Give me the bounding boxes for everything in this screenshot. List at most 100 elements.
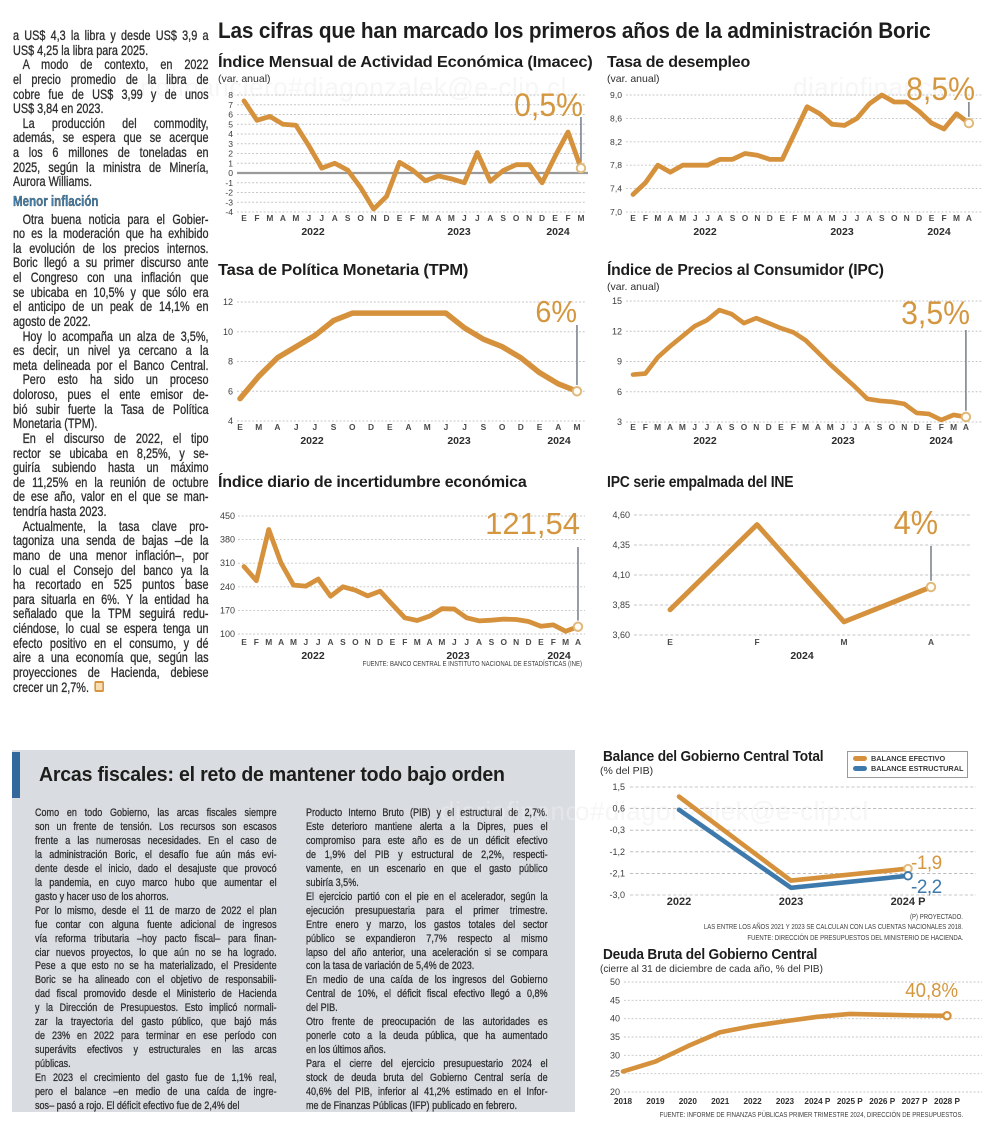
svg-text:N: N bbox=[365, 637, 371, 647]
svg-text:45: 45 bbox=[610, 995, 620, 1005]
svg-text:J: J bbox=[705, 422, 710, 432]
svg-text:12: 12 bbox=[612, 326, 622, 336]
svg-text:F: F bbox=[254, 637, 259, 647]
svg-text:J: J bbox=[855, 213, 860, 223]
svg-text:M: M bbox=[424, 422, 431, 432]
svg-text:7,8: 7,8 bbox=[610, 160, 622, 170]
svg-text:-3: -3 bbox=[225, 197, 233, 207]
svg-text:8: 8 bbox=[228, 357, 233, 367]
svg-text:A: A bbox=[817, 213, 823, 223]
svg-text:E: E bbox=[241, 213, 247, 223]
svg-text:O: O bbox=[499, 422, 506, 432]
svg-text:2023: 2023 bbox=[447, 226, 471, 238]
svg-text:4,60: 4,60 bbox=[612, 510, 630, 520]
svg-text:2022: 2022 bbox=[300, 435, 324, 447]
svg-text:A: A bbox=[487, 213, 493, 223]
svg-text:6: 6 bbox=[617, 387, 622, 397]
svg-text:4: 4 bbox=[228, 416, 233, 426]
svg-text:F: F bbox=[254, 213, 259, 223]
svg-text:J: J bbox=[475, 213, 480, 223]
svg-text:E: E bbox=[237, 422, 243, 432]
svg-text:A: A bbox=[575, 637, 581, 647]
svg-text:M: M bbox=[654, 213, 661, 223]
svg-text:A: A bbox=[435, 213, 441, 223]
svg-text:F: F bbox=[754, 637, 759, 647]
svg-text:2024: 2024 bbox=[546, 226, 570, 238]
svg-text:M: M bbox=[679, 213, 686, 223]
svg-text:J: J bbox=[853, 422, 858, 432]
svg-text:2022: 2022 bbox=[301, 226, 325, 238]
svg-text:O: O bbox=[742, 213, 749, 223]
svg-text:F: F bbox=[551, 637, 556, 647]
svg-text:J: J bbox=[693, 213, 698, 223]
svg-text:8,6: 8,6 bbox=[610, 113, 622, 123]
svg-text:D: D bbox=[914, 422, 920, 432]
svg-text:12: 12 bbox=[223, 297, 233, 307]
svg-text:O: O bbox=[889, 422, 896, 432]
svg-text:E: E bbox=[397, 213, 403, 223]
svg-text:2019: 2019 bbox=[646, 1097, 665, 1106]
svg-text:E: E bbox=[779, 213, 785, 223]
svg-text:9: 9 bbox=[617, 357, 622, 367]
svg-text:O: O bbox=[352, 637, 359, 647]
svg-text:A: A bbox=[405, 422, 411, 432]
svg-text:-2,1: -2,1 bbox=[609, 868, 625, 878]
svg-text:M: M bbox=[265, 637, 272, 647]
svg-text:J: J bbox=[692, 422, 697, 432]
svg-text:S: S bbox=[340, 637, 346, 647]
svg-text:A: A bbox=[332, 213, 338, 223]
svg-text:E: E bbox=[778, 422, 784, 432]
svg-text:2026 P: 2026 P bbox=[869, 1097, 895, 1106]
svg-text:A: A bbox=[555, 422, 561, 432]
svg-text:310: 310 bbox=[220, 558, 235, 568]
svg-text:M: M bbox=[292, 213, 299, 223]
svg-text:J: J bbox=[444, 422, 449, 432]
svg-text:D: D bbox=[525, 637, 531, 647]
svg-text:A: A bbox=[716, 422, 722, 432]
svg-text:25: 25 bbox=[610, 1069, 620, 1079]
svg-text:4,35: 4,35 bbox=[612, 540, 630, 550]
svg-text:40: 40 bbox=[610, 1014, 620, 1024]
svg-text:J: J bbox=[462, 213, 467, 223]
svg-text:N: N bbox=[513, 637, 519, 647]
svg-text:F: F bbox=[941, 213, 946, 223]
svg-text:2020: 2020 bbox=[679, 1097, 698, 1106]
svg-text:3: 3 bbox=[617, 417, 622, 427]
svg-text:2023: 2023 bbox=[831, 435, 855, 447]
svg-text:J: J bbox=[319, 213, 324, 223]
svg-text:170: 170 bbox=[220, 605, 235, 615]
svg-text:2023: 2023 bbox=[830, 226, 854, 238]
svg-text:N: N bbox=[526, 213, 532, 223]
svg-text:E: E bbox=[538, 637, 544, 647]
svg-text:20: 20 bbox=[610, 1087, 620, 1097]
svg-text:2021: 2021 bbox=[711, 1097, 730, 1106]
svg-text:-1,2: -1,2 bbox=[609, 847, 625, 857]
svg-text:M: M bbox=[953, 213, 960, 223]
svg-text:2023: 2023 bbox=[776, 1097, 795, 1106]
svg-text:15: 15 bbox=[612, 296, 622, 306]
svg-text:O: O bbox=[357, 213, 364, 223]
svg-text:F: F bbox=[792, 213, 797, 223]
svg-text:2022: 2022 bbox=[693, 226, 717, 238]
svg-text:M: M bbox=[802, 422, 809, 432]
svg-text:D: D bbox=[518, 422, 524, 432]
svg-text:F: F bbox=[643, 422, 648, 432]
svg-text:35: 35 bbox=[610, 1032, 620, 1042]
svg-text:A: A bbox=[476, 637, 482, 647]
svg-text:2024: 2024 bbox=[929, 435, 953, 447]
svg-text:2024: 2024 bbox=[547, 435, 571, 447]
svg-text:-0,3: -0,3 bbox=[609, 825, 625, 835]
svg-text:O: O bbox=[741, 422, 748, 432]
svg-text:1: 1 bbox=[228, 158, 233, 168]
svg-text:M: M bbox=[438, 637, 445, 647]
svg-text:-1,9: -1,9 bbox=[911, 853, 942, 874]
svg-text:S: S bbox=[879, 213, 885, 223]
svg-text:E: E bbox=[667, 637, 673, 647]
svg-text:J: J bbox=[316, 637, 321, 647]
svg-text:E: E bbox=[387, 422, 393, 432]
svg-text:S: S bbox=[877, 422, 883, 432]
svg-text:N: N bbox=[904, 213, 910, 223]
svg-text:A: A bbox=[667, 213, 673, 223]
svg-text:4: 4 bbox=[228, 129, 233, 139]
svg-text:7,4: 7,4 bbox=[610, 184, 622, 194]
